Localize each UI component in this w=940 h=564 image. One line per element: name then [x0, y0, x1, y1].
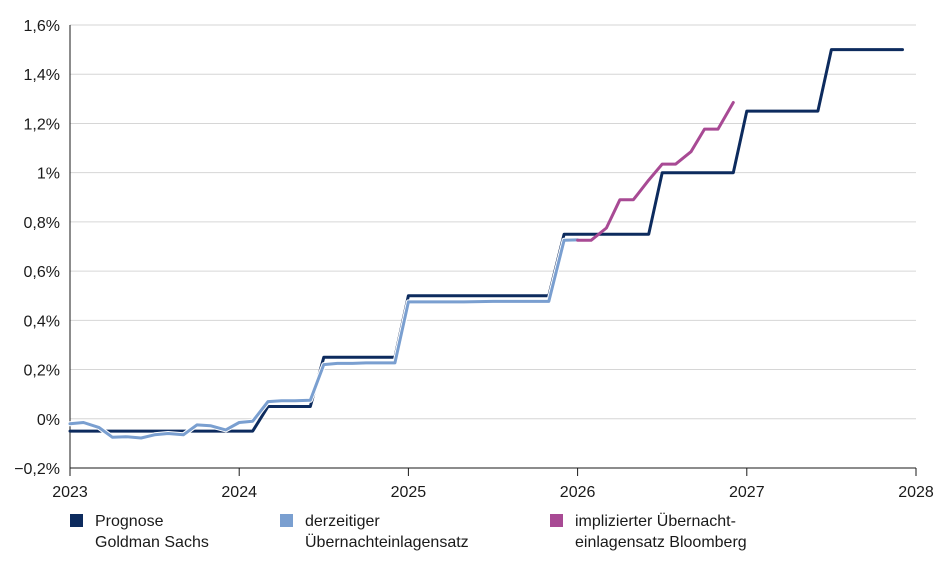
y-tick-label: 0,8% [24, 215, 60, 232]
y-tick-label: 1,6% [24, 18, 60, 35]
series-lines [67, 48, 904, 441]
series-line-bloomberg [576, 101, 735, 242]
x-tick-label: 2027 [729, 484, 765, 501]
gridlines [69, 24, 916, 469]
line-chart: −0,2% 0% 0,2% 0,4% 0,6% 0,8% 1% 1,2% 1,4% 1,6% 20… [14, 18, 934, 501]
y-tick-label: −0,2% [14, 461, 60, 478]
legend-item-goldman: Prognose Goldman Sachs [70, 511, 209, 553]
x-tick-label: 2023 [52, 484, 88, 501]
y-tick-label: 0,2% [24, 363, 60, 380]
legend-label-current-rate: derzeitiger Übernachteinlagensatz [305, 513, 469, 551]
x-tick-label: 2028 [898, 484, 934, 501]
y-tick-label: 1,2% [24, 116, 60, 133]
x-axis-ticks: 2023 2024 2025 2026 2027 2028 [52, 468, 934, 501]
y-tick-label: 1% [37, 166, 60, 183]
y-tick-label: 0,6% [24, 264, 60, 281]
x-tick-label: 2025 [391, 484, 427, 501]
x-tick-label: 2026 [560, 484, 596, 501]
legend-swatch-current-rate [280, 514, 293, 527]
legend-label-goldman: Prognose Goldman Sachs [95, 513, 209, 551]
legend-swatch-goldman [70, 514, 83, 527]
legend-label-bloomberg: implizierter Übernacht- einlagensatz Blo… [575, 513, 747, 551]
y-tick-label: 0% [37, 412, 60, 429]
legend: Prognose Goldman Sachs derzeitiger Übern… [70, 511, 930, 561]
y-axis-tick-labels: −0,2% 0% 0,2% 0,4% 0,6% 0,8% 1% 1,2% 1,4% 1,6% [14, 18, 60, 478]
series-line-current-rate [68, 238, 580, 440]
legend-swatch-bloomberg [550, 514, 563, 527]
series-line-goldman [68, 48, 904, 433]
legend-item-current-rate: derzeitiger Übernachteinlagensatz [280, 511, 469, 553]
y-tick-label: 1,4% [24, 67, 60, 84]
x-tick-label: 2024 [221, 484, 257, 501]
legend-item-bloomberg: implizierter Übernacht- einlagensatz Blo… [550, 511, 747, 553]
y-tick-label: 0,4% [24, 313, 60, 330]
series-halo-current-rate [67, 237, 581, 441]
